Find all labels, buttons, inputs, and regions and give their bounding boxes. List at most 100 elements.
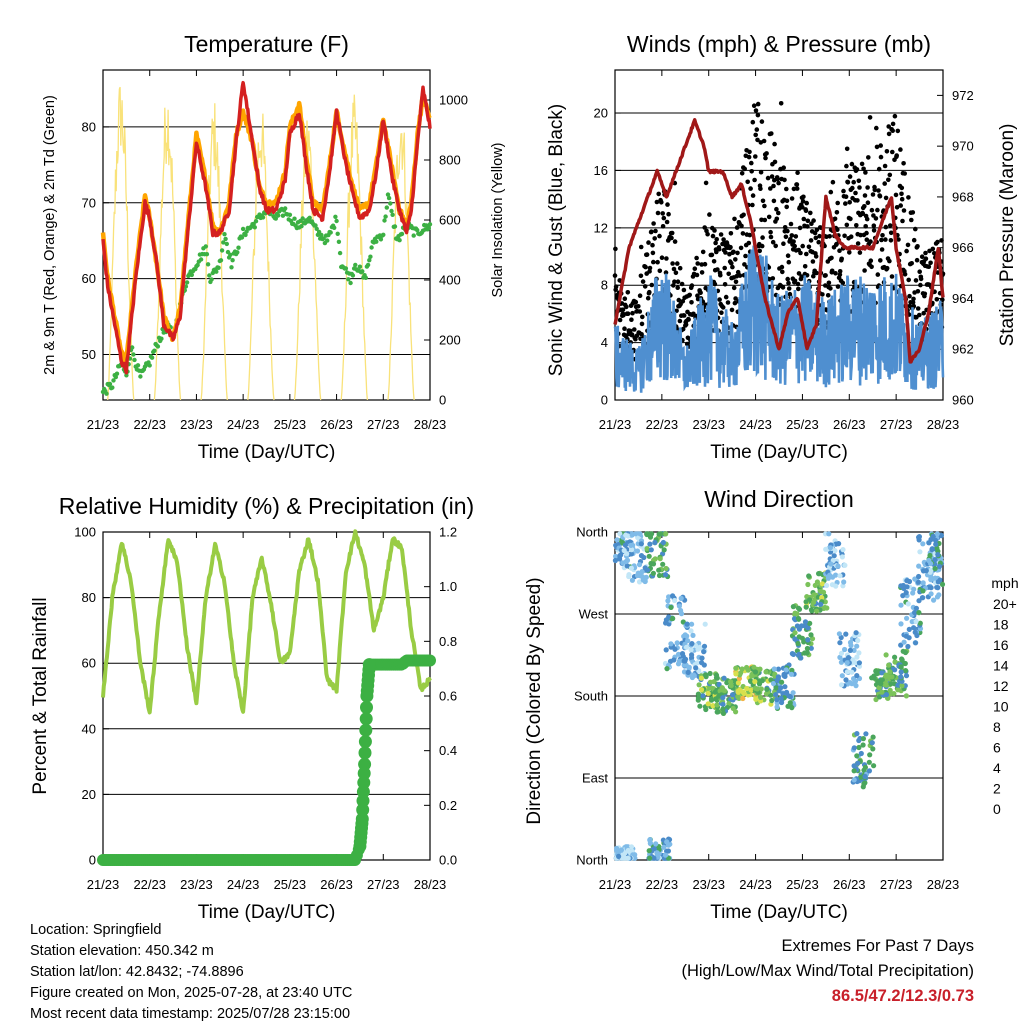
x-tick-label: 27/23 [367, 877, 400, 892]
direction-point [664, 839, 670, 845]
dewpoint-point [130, 345, 135, 350]
gust-point [837, 248, 842, 253]
precip-point [360, 700, 373, 714]
dewpoint-point [353, 262, 358, 268]
direction-point [854, 673, 860, 679]
direction-point [644, 546, 650, 552]
direction-point [779, 699, 785, 706]
gust-point [784, 204, 789, 210]
colorbar-label: 6 [993, 739, 1001, 755]
gust-point [817, 233, 822, 239]
precip-point [362, 658, 376, 672]
gust-point [647, 265, 653, 271]
gust-point [765, 175, 771, 181]
gust-point [766, 214, 772, 220]
y-axis-label: 2m & 9m T (Red, Orange) & 2m Td (Green) [42, 95, 58, 375]
gust-point [823, 273, 828, 278]
dewpoint-point [132, 357, 137, 363]
x-tick-label: 28/23 [414, 417, 447, 432]
direction-point [778, 685, 784, 691]
direction-point [936, 563, 943, 570]
direction-point [913, 605, 920, 611]
gust-point [721, 237, 726, 242]
gust-point [723, 294, 729, 300]
gust-point [640, 279, 646, 284]
gust-point [874, 125, 879, 131]
gust-point [785, 253, 791, 258]
wind-speed-series [613, 245, 945, 393]
gust-point [679, 281, 685, 287]
direction-point [693, 665, 699, 671]
direction-point [759, 678, 765, 684]
direction-point [932, 575, 938, 581]
direction-point [656, 572, 663, 579]
gust-point [769, 131, 774, 136]
gust-point [804, 251, 809, 257]
direction-point [681, 662, 687, 668]
gust-point [655, 210, 661, 216]
direction-point [654, 850, 660, 856]
direction-point [887, 687, 893, 694]
direction-point [705, 690, 711, 697]
direction-point [642, 578, 648, 585]
gust-point [710, 233, 716, 239]
direction-point [928, 577, 934, 583]
y-tick-label: West [579, 607, 609, 622]
gust-point [750, 119, 756, 125]
y2-tick-label: 1.0 [439, 579, 457, 594]
gust-point [771, 183, 776, 189]
dewpoint-point [229, 265, 234, 270]
direction-point [818, 601, 824, 607]
direction-point [676, 603, 683, 609]
gust-point [915, 289, 921, 294]
gust-point [753, 132, 758, 138]
gust-point [637, 293, 643, 299]
gust-point [882, 163, 888, 169]
direction-point [847, 680, 853, 686]
gust-point [851, 179, 856, 185]
direction-point [920, 588, 926, 594]
humidity-series [101, 529, 432, 715]
dewpoint-point [299, 224, 304, 229]
precip-point [424, 654, 436, 667]
gust-point [687, 292, 692, 298]
direction-point [916, 534, 922, 540]
dewpoint-point [386, 195, 392, 201]
gust-point [646, 240, 651, 245]
gust-point [911, 296, 916, 302]
x-tick-label: 27/23 [880, 417, 913, 432]
dewpoint-point [378, 237, 384, 242]
gust-point [890, 128, 895, 133]
direction-point [738, 670, 744, 676]
gust-point [829, 268, 835, 274]
direction-point [869, 740, 875, 746]
gust-point [884, 149, 890, 154]
direction-point [899, 683, 905, 689]
dewpoint-point [382, 218, 387, 223]
gust-point [786, 286, 792, 291]
gust-point [861, 166, 866, 172]
gust-point [913, 226, 918, 232]
y-tick-label: South [574, 689, 608, 704]
direction-point [748, 687, 754, 693]
gust-point [865, 200, 871, 205]
y-tick-label: 0 [89, 853, 96, 868]
gust-point [827, 234, 832, 239]
direction-point [858, 750, 864, 757]
y2-tick-label: 970 [952, 139, 974, 154]
direction-point [652, 556, 658, 562]
gust-point [850, 185, 855, 191]
gust-point [879, 237, 884, 243]
direction-point [698, 675, 705, 681]
y2-tick-label: 600 [439, 213, 461, 228]
gust-point [871, 223, 877, 228]
direction-point [720, 701, 726, 707]
gust-point [788, 221, 794, 227]
direction-point [721, 675, 727, 681]
gust-point [677, 265, 683, 271]
x-tick-label: 23/23 [180, 417, 213, 432]
y2-tick-label: 200 [439, 333, 461, 348]
direction-point [618, 847, 625, 853]
x-tick-label: 24/23 [227, 877, 260, 892]
direction-point [733, 671, 739, 677]
